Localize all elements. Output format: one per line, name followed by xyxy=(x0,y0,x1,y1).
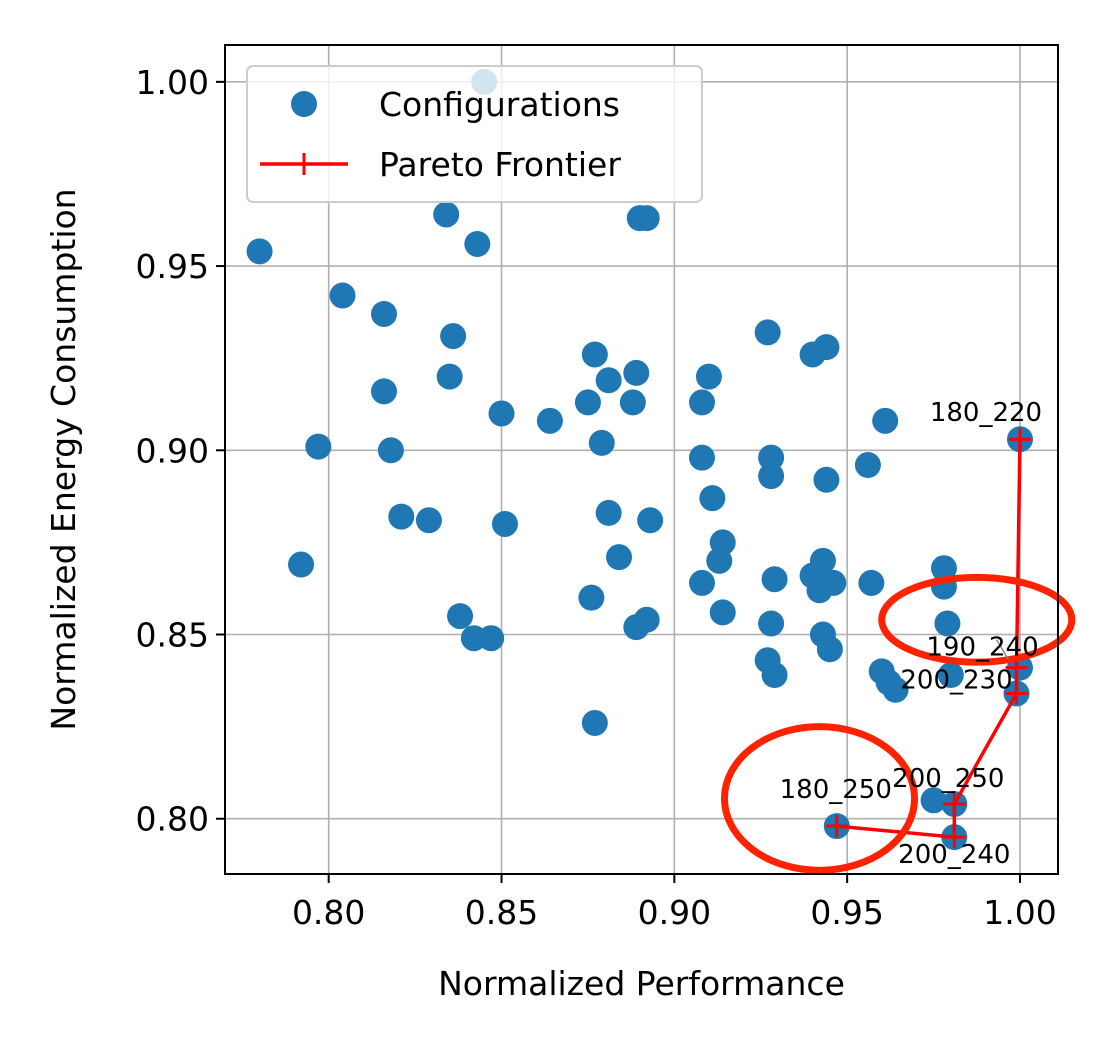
scatter-point xyxy=(761,566,788,593)
scatter-point xyxy=(436,363,463,390)
scatter-point xyxy=(816,636,843,663)
scatter-point xyxy=(581,709,608,736)
scatter-point xyxy=(370,300,397,327)
annotation-leader xyxy=(995,639,1010,661)
annotation-label: 180_220 xyxy=(930,398,1042,428)
y-tick-label: 0.85 xyxy=(136,616,209,655)
scatter-point xyxy=(595,499,622,526)
annotation-label: 180_250 xyxy=(780,775,892,805)
scatter-point xyxy=(415,507,442,534)
scatter-point xyxy=(305,433,332,460)
scatter-point xyxy=(813,334,840,361)
scatter-point xyxy=(581,341,608,368)
annotation-label: 200_230 xyxy=(900,665,1012,695)
x-tick-label: 1.00 xyxy=(983,893,1056,932)
legend-label-configurations: Configurations xyxy=(379,85,620,124)
scatter-point xyxy=(754,319,781,346)
scatter-point xyxy=(709,599,736,626)
legend-label-pareto-frontier: Pareto Frontier xyxy=(379,145,621,184)
scatter-point xyxy=(633,606,660,633)
scatter-point xyxy=(809,547,836,574)
scatter-point xyxy=(536,407,563,434)
scatter-point xyxy=(491,510,518,537)
x-tick-label: 0.85 xyxy=(465,893,538,932)
scatter-point xyxy=(761,662,788,689)
legend-box xyxy=(246,65,703,203)
scatter-point xyxy=(637,507,664,534)
scatter-point xyxy=(595,367,622,394)
annotation-label: 190_240 xyxy=(926,633,1038,663)
highlight-ellipse xyxy=(878,573,1076,666)
scatter-point xyxy=(623,359,650,386)
pareto-frontier-line xyxy=(836,439,1022,839)
scatter-point xyxy=(447,603,474,630)
scatter-point xyxy=(388,503,415,530)
scatter-point xyxy=(930,555,957,582)
scatter-point xyxy=(606,544,633,571)
y-tick-label: 1.00 xyxy=(136,63,209,102)
scatter-point xyxy=(574,389,601,416)
scatter-point xyxy=(688,444,715,471)
scatter-point xyxy=(872,407,899,434)
annotation-label: 200_240 xyxy=(898,840,1010,870)
scatter-point xyxy=(758,610,785,637)
y-tick-label: 0.80 xyxy=(136,800,209,839)
scatter-point xyxy=(882,676,909,703)
legend-scatter-marker xyxy=(291,91,317,117)
x-tick-label: 0.90 xyxy=(638,893,711,932)
scatter-point xyxy=(377,437,404,464)
annotation-label: 200_250 xyxy=(892,764,1004,794)
scatter-point xyxy=(578,584,605,611)
scatter-point xyxy=(758,444,785,471)
scatter-point xyxy=(329,282,356,309)
scatter-point xyxy=(370,378,397,405)
scatter-point xyxy=(920,787,947,814)
x-axis-ticks: 0.80 0.85 0.90 0.95 1.00 xyxy=(292,874,1057,932)
y-axis-ticks: 0.80 0.85 0.90 0.95 1.00 xyxy=(136,63,225,839)
y-tick-label: 0.95 xyxy=(136,247,209,286)
pareto-frontier xyxy=(825,428,1031,849)
scatter-point xyxy=(758,463,785,490)
x-tick-label: 0.95 xyxy=(810,893,883,932)
plot-frame xyxy=(224,44,1059,875)
scatter-point xyxy=(588,429,615,456)
scatter-point xyxy=(688,389,715,416)
scatter-point xyxy=(709,529,736,556)
x-tick-label: 0.80 xyxy=(292,893,365,932)
scatter-point xyxy=(478,625,505,652)
scatter-point xyxy=(858,569,885,596)
scatter-point xyxy=(934,610,961,637)
scatter-point xyxy=(288,551,315,578)
scatter-point xyxy=(813,466,840,493)
highlight-ellipse xyxy=(720,723,919,874)
scatter-point xyxy=(699,485,726,512)
scatter-point xyxy=(633,205,660,232)
scatter-point xyxy=(688,569,715,596)
scatter-point xyxy=(937,662,964,689)
scatter-point xyxy=(695,363,722,390)
y-tick-label: 0.90 xyxy=(136,431,209,470)
highlight-circles xyxy=(720,573,1076,874)
scatter-point xyxy=(488,400,515,427)
scatter-point xyxy=(820,569,847,596)
scatter-point xyxy=(433,201,460,228)
y-axis-title: Normalized Energy Consumption xyxy=(44,188,83,730)
scatter-point xyxy=(440,323,467,350)
legend: Configurations Pareto Frontier xyxy=(246,65,703,203)
scatter-point xyxy=(619,389,646,416)
scatter-point xyxy=(246,238,273,265)
x-axis-title: Normalized Performance xyxy=(438,964,845,1003)
scatter-point xyxy=(464,230,491,257)
scatter-point xyxy=(854,452,881,479)
